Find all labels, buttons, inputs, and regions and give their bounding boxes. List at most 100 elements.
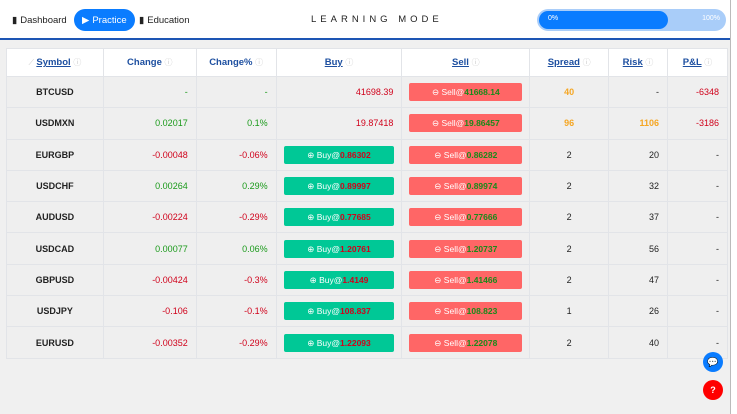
- book-icon: ▮: [139, 14, 145, 26]
- buy-cell: ⊕ Buy@0.77685: [275, 201, 403, 234]
- play-circle-icon: ▶: [82, 14, 90, 26]
- sell-button[interactable]: ⊖ Sell@108.823: [409, 302, 523, 321]
- sell-button[interactable]: ⊖ Sell@0.89974: [409, 177, 523, 196]
- nav-practice[interactable]: ▶ Practice: [74, 9, 135, 31]
- info-icon: ⓘ: [164, 58, 173, 67]
- change-pct-cell: -0.06%: [195, 138, 277, 171]
- symbol-cell: BTCUSD: [6, 75, 104, 109]
- risk-cell: 1106: [608, 107, 668, 140]
- buy-button[interactable]: ⊕ Buy@108.837: [283, 302, 395, 321]
- arrow-down-circle-icon: ⊖: [434, 181, 442, 192]
- column-header-spread[interactable]: Spread ⓘ: [529, 48, 610, 77]
- table-row: USDCAD 0.00077 0.06% ⊕ Buy@1.20761 ⊖ Sel…: [6, 232, 728, 265]
- sell-button[interactable]: ⊖ Sell@1.22078: [409, 333, 523, 352]
- page-title: LEARNING MODE: [311, 14, 443, 25]
- buy-button[interactable]: ⊕ Buy@1.22093: [283, 333, 395, 352]
- table-row: AUDUSD -0.00224 -0.29% ⊕ Buy@0.77685 ⊖ S…: [6, 201, 728, 234]
- symbol-cell: AUDUSD: [6, 201, 104, 234]
- risk-cell: 37: [608, 201, 668, 234]
- buy-cell: ⊕ Buy@0.86302: [275, 138, 403, 171]
- arrow-down-circle-icon: ⊖: [434, 306, 442, 317]
- chat-icon: 💬: [707, 357, 719, 367]
- change-pct-cell: 0.1%: [195, 107, 277, 140]
- column-header-change: Change% ⓘ: [195, 48, 277, 77]
- info-icon: ⓘ: [582, 58, 591, 67]
- table-row: EURGBP -0.00048 -0.06% ⊕ Buy@0.86302 ⊖ S…: [6, 138, 728, 171]
- column-header-change: Change ⓘ: [102, 48, 197, 77]
- buy-cell: ⊕ Buy@1.4149: [275, 263, 403, 297]
- pnl-cell: -: [667, 263, 728, 297]
- arrow-down-circle-icon: ⊖: [434, 149, 442, 160]
- symbol-cell: USDMXN: [6, 107, 104, 140]
- change-pct-cell: 0.06%: [195, 232, 277, 265]
- column-header-sell[interactable]: Sell ⓘ: [401, 48, 531, 77]
- column-label: Sell: [452, 57, 469, 68]
- risk-cell: 56: [608, 232, 668, 265]
- risk-cell: 32: [608, 169, 668, 203]
- sell-cell: ⊖ Sell@41668.14: [401, 75, 531, 109]
- arrow-down-circle-icon: ⊖: [431, 87, 440, 98]
- sell-button[interactable]: ⊖ Sell@0.77666: [409, 208, 523, 227]
- progress-fill: [539, 11, 668, 29]
- buy-button[interactable]: ⊕ Buy@1.4149: [283, 270, 395, 289]
- symbol-cell: GBPUSD: [6, 263, 104, 297]
- buy-price: 19.87418: [355, 118, 394, 129]
- sell-cell: ⊖ Sell@1.41466: [401, 263, 531, 297]
- arrow-down-circle-icon: ⊖: [434, 337, 442, 348]
- table-row: EURUSD -0.00352 -0.29% ⊕ Buy@1.22093 ⊖ S…: [6, 326, 728, 359]
- buy-cell: ⊕ Buy@0.89997: [275, 169, 403, 203]
- table-row: USDJPY -0.106 -0.1% ⊕ Buy@108.837 ⊖ Sell…: [6, 295, 728, 328]
- spread-cell: 1: [529, 295, 610, 328]
- nav-dashboard[interactable]: ▮ Dashboard: [12, 14, 67, 26]
- spread-cell: 2: [529, 326, 610, 359]
- help-icon: ?: [710, 385, 716, 395]
- pnl-cell: -6348: [667, 75, 728, 109]
- nav-education[interactable]: ▮ Education: [139, 14, 190, 26]
- arrow-down-circle-icon: ⊖: [434, 212, 442, 223]
- sell-button[interactable]: ⊖ Sell@0.86282: [409, 145, 523, 164]
- risk-cell: 47: [608, 263, 668, 297]
- change-cell: -0.00224: [102, 201, 197, 234]
- column-label: P&L: [682, 57, 702, 68]
- pnl-cell: -: [667, 295, 728, 328]
- pnl-cell: -: [667, 201, 728, 234]
- buy-button[interactable]: ⊕ Buy@1.20761: [283, 239, 395, 258]
- table-row: GBPUSD -0.00424 -0.3% ⊕ Buy@1.4149 ⊖ Sel…: [6, 263, 728, 297]
- buy-cell: 19.87418: [275, 107, 403, 140]
- change-cell: 0.00264: [102, 169, 197, 203]
- arrow-down-circle-icon: ⊖: [434, 243, 442, 254]
- help-button[interactable]: ?: [703, 380, 723, 400]
- sell-cell: ⊖ Sell@1.20737: [401, 232, 531, 265]
- change-pct-cell: 0.29%: [195, 169, 277, 203]
- column-header-symbol[interactable]: ⟋ Symbol ⓘ: [6, 48, 104, 77]
- sell-button[interactable]: ⊖ Sell@1.20737: [409, 239, 523, 258]
- sell-cell: ⊖ Sell@0.86282: [401, 138, 531, 171]
- sell-button[interactable]: ⊖ Sell@1.41466: [409, 270, 523, 289]
- table-row: BTCUSD - - 41698.39 ⊖ Sell@41668.14 40 -…: [6, 75, 728, 109]
- sell-button[interactable]: ⊖ Sell@41668.14: [409, 83, 523, 102]
- window-edge: [730, 0, 737, 414]
- arrow-up-circle-icon: ⊕: [307, 243, 315, 254]
- column-header-buy[interactable]: Buy ⓘ: [275, 48, 403, 77]
- spread-cell: 2: [529, 169, 610, 203]
- risk-cell: 40: [608, 326, 668, 359]
- column-header-pl[interactable]: P&L ⓘ: [667, 48, 728, 77]
- change-cell: -0.00424: [102, 263, 197, 297]
- risk-cell: -: [608, 75, 668, 109]
- buy-button[interactable]: ⊕ Buy@0.86302: [283, 145, 395, 164]
- arrow-up-circle-icon: ⊕: [307, 337, 315, 348]
- column-header-risk[interactable]: Risk ⓘ: [608, 48, 668, 77]
- sell-button[interactable]: ⊖ Sell@19.86457: [409, 114, 523, 133]
- symbol-cell: EURGBP: [6, 138, 104, 171]
- change-cell: 0.02017: [102, 107, 197, 140]
- progress-bar: 0% 100%: [537, 9, 726, 31]
- change-pct-cell: -0.1%: [195, 295, 277, 328]
- arrow-down-circle-icon: ⊖: [434, 274, 442, 285]
- column-label: Symbol: [36, 57, 71, 68]
- table-row: USDMXN 0.02017 0.1% 19.87418 ⊖ Sell@19.8…: [6, 107, 728, 140]
- chat-button[interactable]: 💬: [703, 352, 723, 372]
- buy-button[interactable]: ⊕ Buy@0.89997: [283, 177, 395, 196]
- buy-button[interactable]: ⊕ Buy@0.77685: [283, 208, 395, 227]
- spread-cell: 2: [529, 232, 610, 265]
- info-icon: ⓘ: [345, 58, 354, 67]
